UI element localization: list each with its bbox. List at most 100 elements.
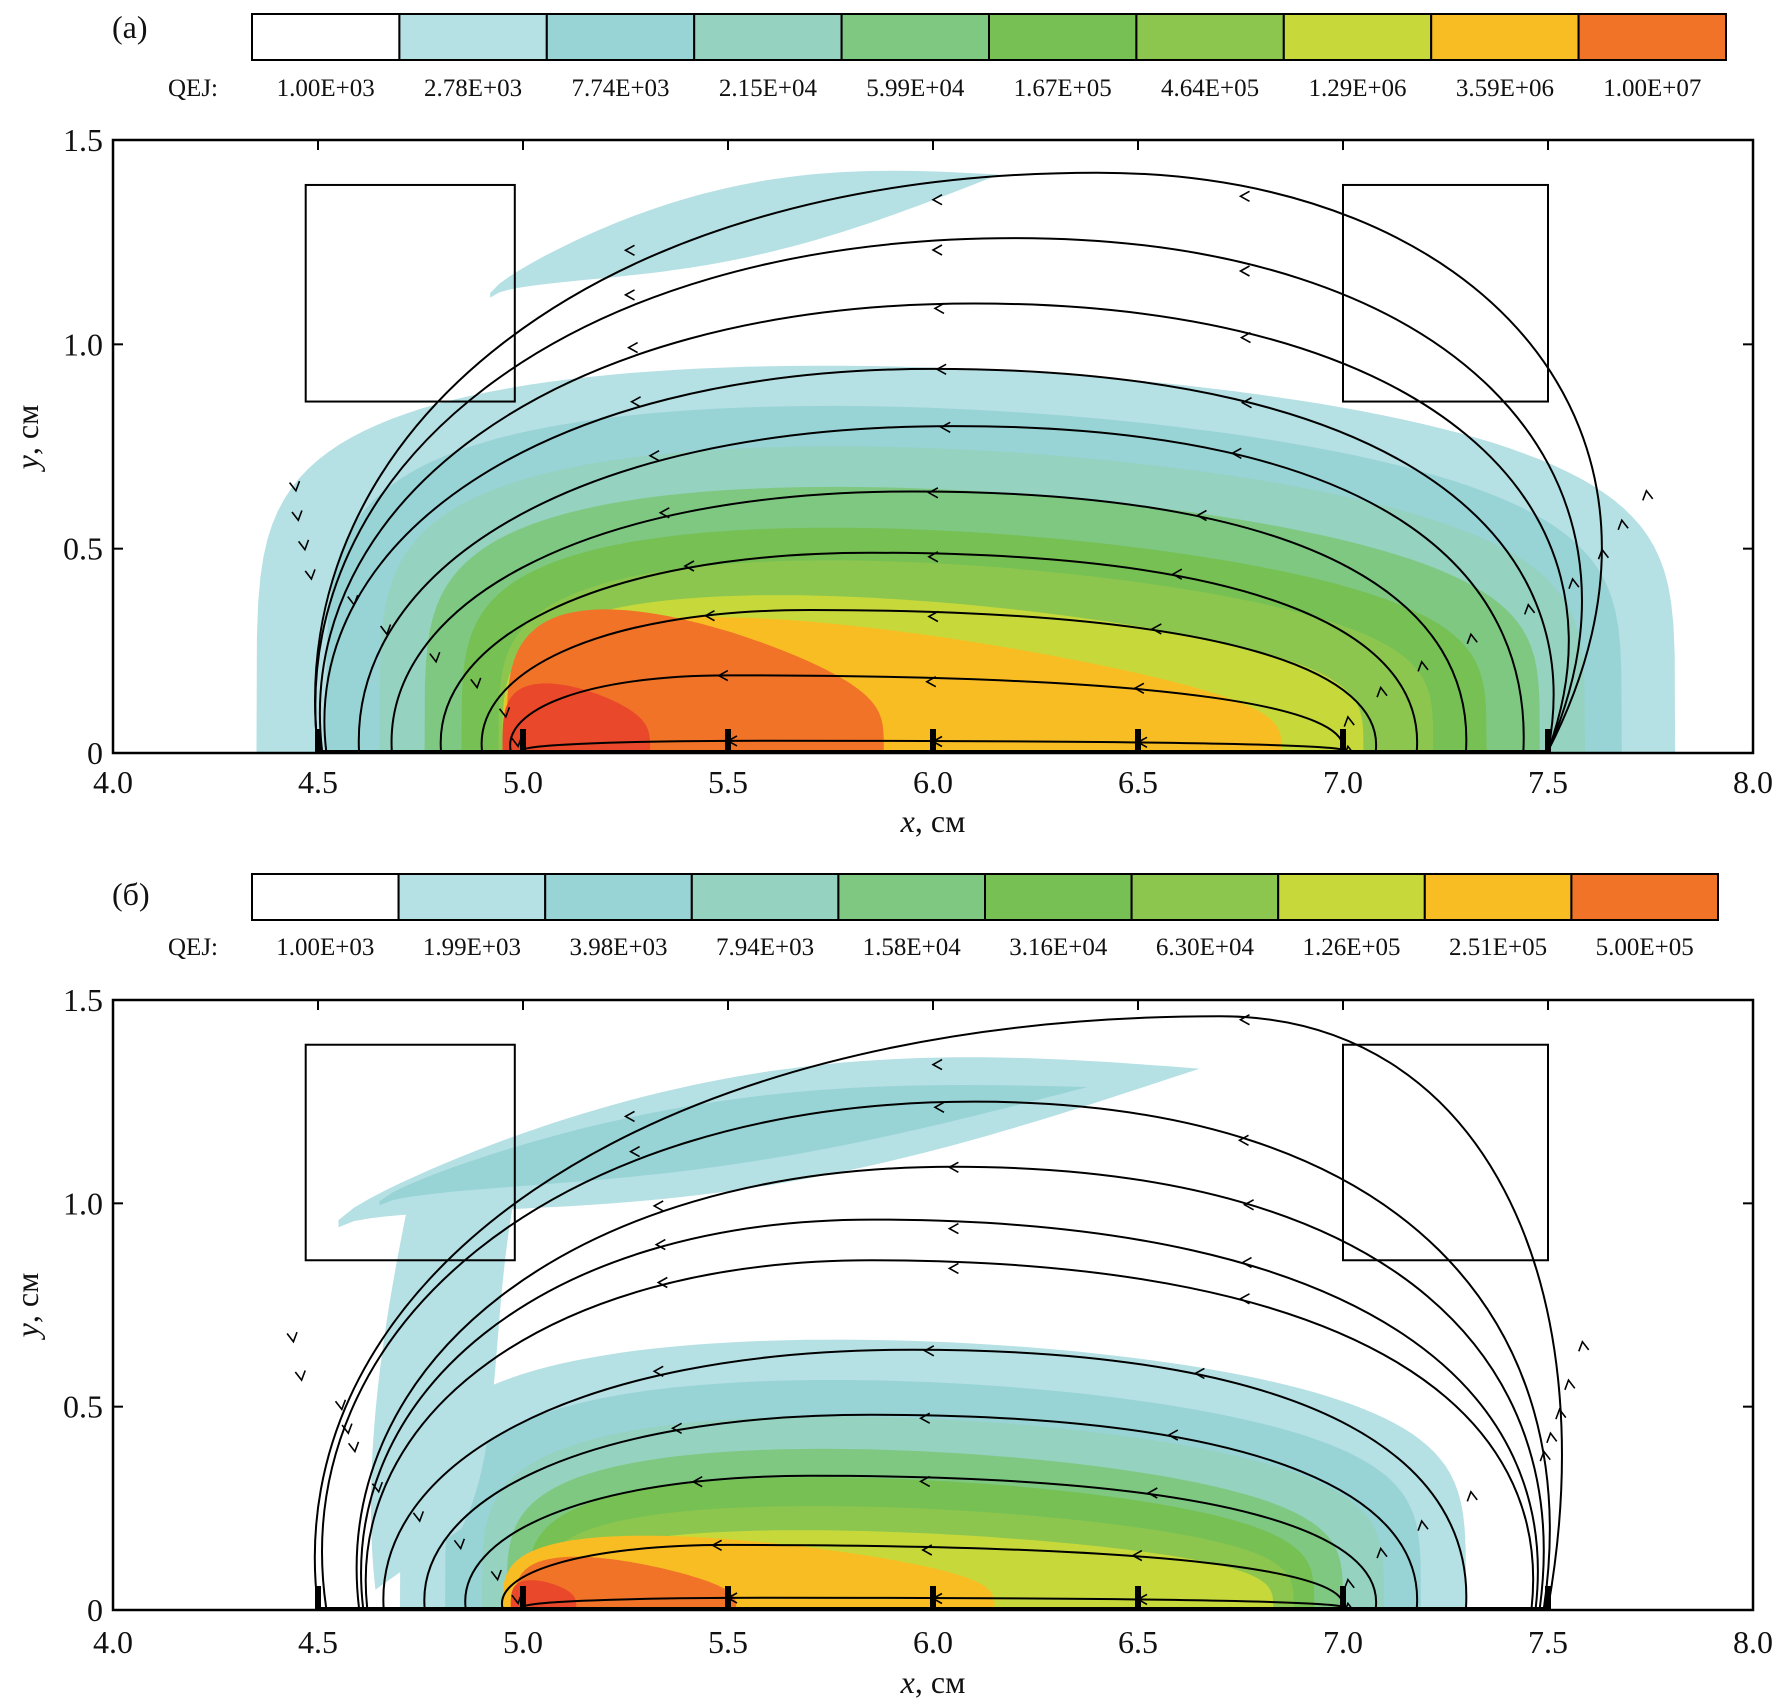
streamline [360, 1218, 1539, 1609]
streamline-arrow [1376, 685, 1388, 698]
streamline-arrow [304, 569, 316, 581]
streamline-arrow [919, 1475, 931, 1488]
streamline-arrow [710, 1539, 722, 1551]
streamline-arrow [288, 480, 301, 493]
electrodes-b [315, 1586, 1551, 1610]
electrodes-a [315, 729, 1551, 753]
streamline-arrow [1239, 331, 1251, 344]
colorbar-swatch [1277, 873, 1426, 921]
streamline-arrow [933, 1101, 945, 1113]
streamline-arrow [933, 302, 945, 315]
streamline-arrow [947, 1161, 959, 1173]
electrode-marker [1545, 729, 1551, 753]
colorbar-swatch [1430, 13, 1580, 61]
streamline-arrow [628, 1145, 640, 1158]
streamlines-b [286, 1014, 1590, 1610]
colorbar-tick-label: 3.16E+04 [1009, 934, 1108, 961]
streamline-arrow [1417, 660, 1429, 672]
streamline-arrow [923, 1345, 935, 1357]
contour-region [502, 683, 651, 753]
x-tick-label: 6.5 [1118, 1624, 1158, 1660]
colorbar-tick-label: 2.15E+04 [719, 75, 818, 102]
streamline-arrow [927, 610, 939, 623]
streamline-arrow [1150, 623, 1162, 635]
streamline-arrow [927, 487, 939, 499]
colorbar-swatch [1423, 873, 1573, 921]
streamline-arrow [925, 676, 937, 688]
streamline-arrow [1238, 1014, 1250, 1026]
streamline-arrow [656, 1276, 668, 1289]
x-tick-label: 7.5 [1528, 764, 1568, 800]
colorbar-tick-label: 1.00E+03 [277, 75, 375, 102]
streamline-arrow [1417, 1519, 1429, 1531]
colorbar-tick-label: 1.00E+07 [1603, 75, 1701, 102]
colorbar-a: 1.00E+03 2.78E+03 7.74E+03 2.15E+04 5.99E+04… [251, 13, 1727, 102]
colorbar-swatch [544, 873, 693, 921]
obstacle-box [1342, 183, 1549, 403]
streamline-arrow [654, 1238, 666, 1251]
streamline-arrow [470, 677, 482, 690]
streamline [314, 171, 1603, 752]
streamline-arrow [1238, 265, 1250, 277]
streamline-arrow [347, 1441, 360, 1454]
streamline [319, 302, 1570, 752]
streamline-arrow [629, 396, 641, 408]
streamline-arrow [1193, 1367, 1205, 1380]
electrode-marker [1135, 1586, 1141, 1610]
x-axis-label-b: x, см [900, 1664, 966, 1700]
streamline-arrow [334, 1399, 347, 1412]
electrode-marker [520, 729, 526, 753]
electrode-marker [315, 729, 321, 753]
streamline-arrow [921, 1544, 933, 1556]
streamline-arrow [931, 1058, 943, 1071]
streamline-arrow [498, 707, 511, 719]
axis-ticks-b: 4.0 4.5 5.0 5.5 6.0 6.5 7.0 7.5 8.0 0 0.5 1.0 1.5 [63, 982, 1773, 1660]
streamline-arrow [626, 341, 638, 354]
electrode-marker [725, 729, 731, 753]
y-tick-label: 1.5 [63, 122, 103, 158]
x-tick-label: 6.0 [913, 1624, 953, 1660]
colorbar-swatch [1577, 13, 1727, 61]
electrode-marker [930, 1586, 936, 1610]
axis-ticks-a: 4.0 4.5 5.0 5.5 6.0 6.5 7.0 7.5 8.0 0 0.5 1.0 1.5 [63, 122, 1773, 800]
streamline-arrow [947, 1222, 959, 1235]
streamline [521, 1596, 1345, 1609]
streamline [464, 1474, 1378, 1609]
colorbar-label-a: QEJ: [168, 75, 218, 102]
colorbar-swatch [1282, 13, 1433, 61]
streamline-arrow [1237, 1134, 1249, 1146]
streamline-arrow [919, 1412, 931, 1424]
streamline [321, 1100, 1551, 1609]
streamline [501, 1543, 1345, 1609]
streamline [423, 1413, 1419, 1609]
colorbar-tick-label: 1.58E+04 [863, 934, 962, 961]
obstacle-box [304, 1043, 516, 1262]
streamline-arrow [1466, 1490, 1478, 1502]
streamline-arrow [652, 1365, 664, 1377]
streamline-arrow [927, 551, 939, 563]
streamline-arrow [1230, 447, 1242, 459]
colorbar-tick-label: 3.98E+03 [569, 934, 667, 961]
streamline [313, 1015, 1563, 1609]
colorbar-swatch [840, 13, 990, 61]
colorbar-swatch [1570, 873, 1720, 921]
contour-upper-band [490, 168, 1036, 298]
electrode-marker [1340, 729, 1346, 753]
colorbar-swatch [397, 873, 547, 921]
streamline-arrow [670, 1422, 682, 1434]
x-tick-label: 7.0 [1323, 764, 1363, 800]
colorbar-swatch [837, 873, 987, 921]
streamline-arrow [1642, 489, 1654, 501]
streamline-arrow [1146, 1487, 1158, 1499]
x-tick-label: 7.0 [1323, 1624, 1363, 1660]
panel-a: (a) 1.00E+03 2.78E+03 7.74E+03 2.15E+04 5.99… [9, 9, 1773, 839]
streamline-arrow [1578, 1340, 1590, 1352]
x-tick-label: 5.5 [708, 1624, 748, 1660]
streamline-arrow [294, 1370, 306, 1382]
streamline-arrow [1343, 715, 1355, 727]
colorbar-swatch [690, 873, 840, 921]
streamline [521, 739, 1345, 752]
streamline-arrow [1555, 1407, 1567, 1420]
streamline-arrow [1617, 518, 1629, 531]
streamline-arrow [1240, 1256, 1252, 1269]
